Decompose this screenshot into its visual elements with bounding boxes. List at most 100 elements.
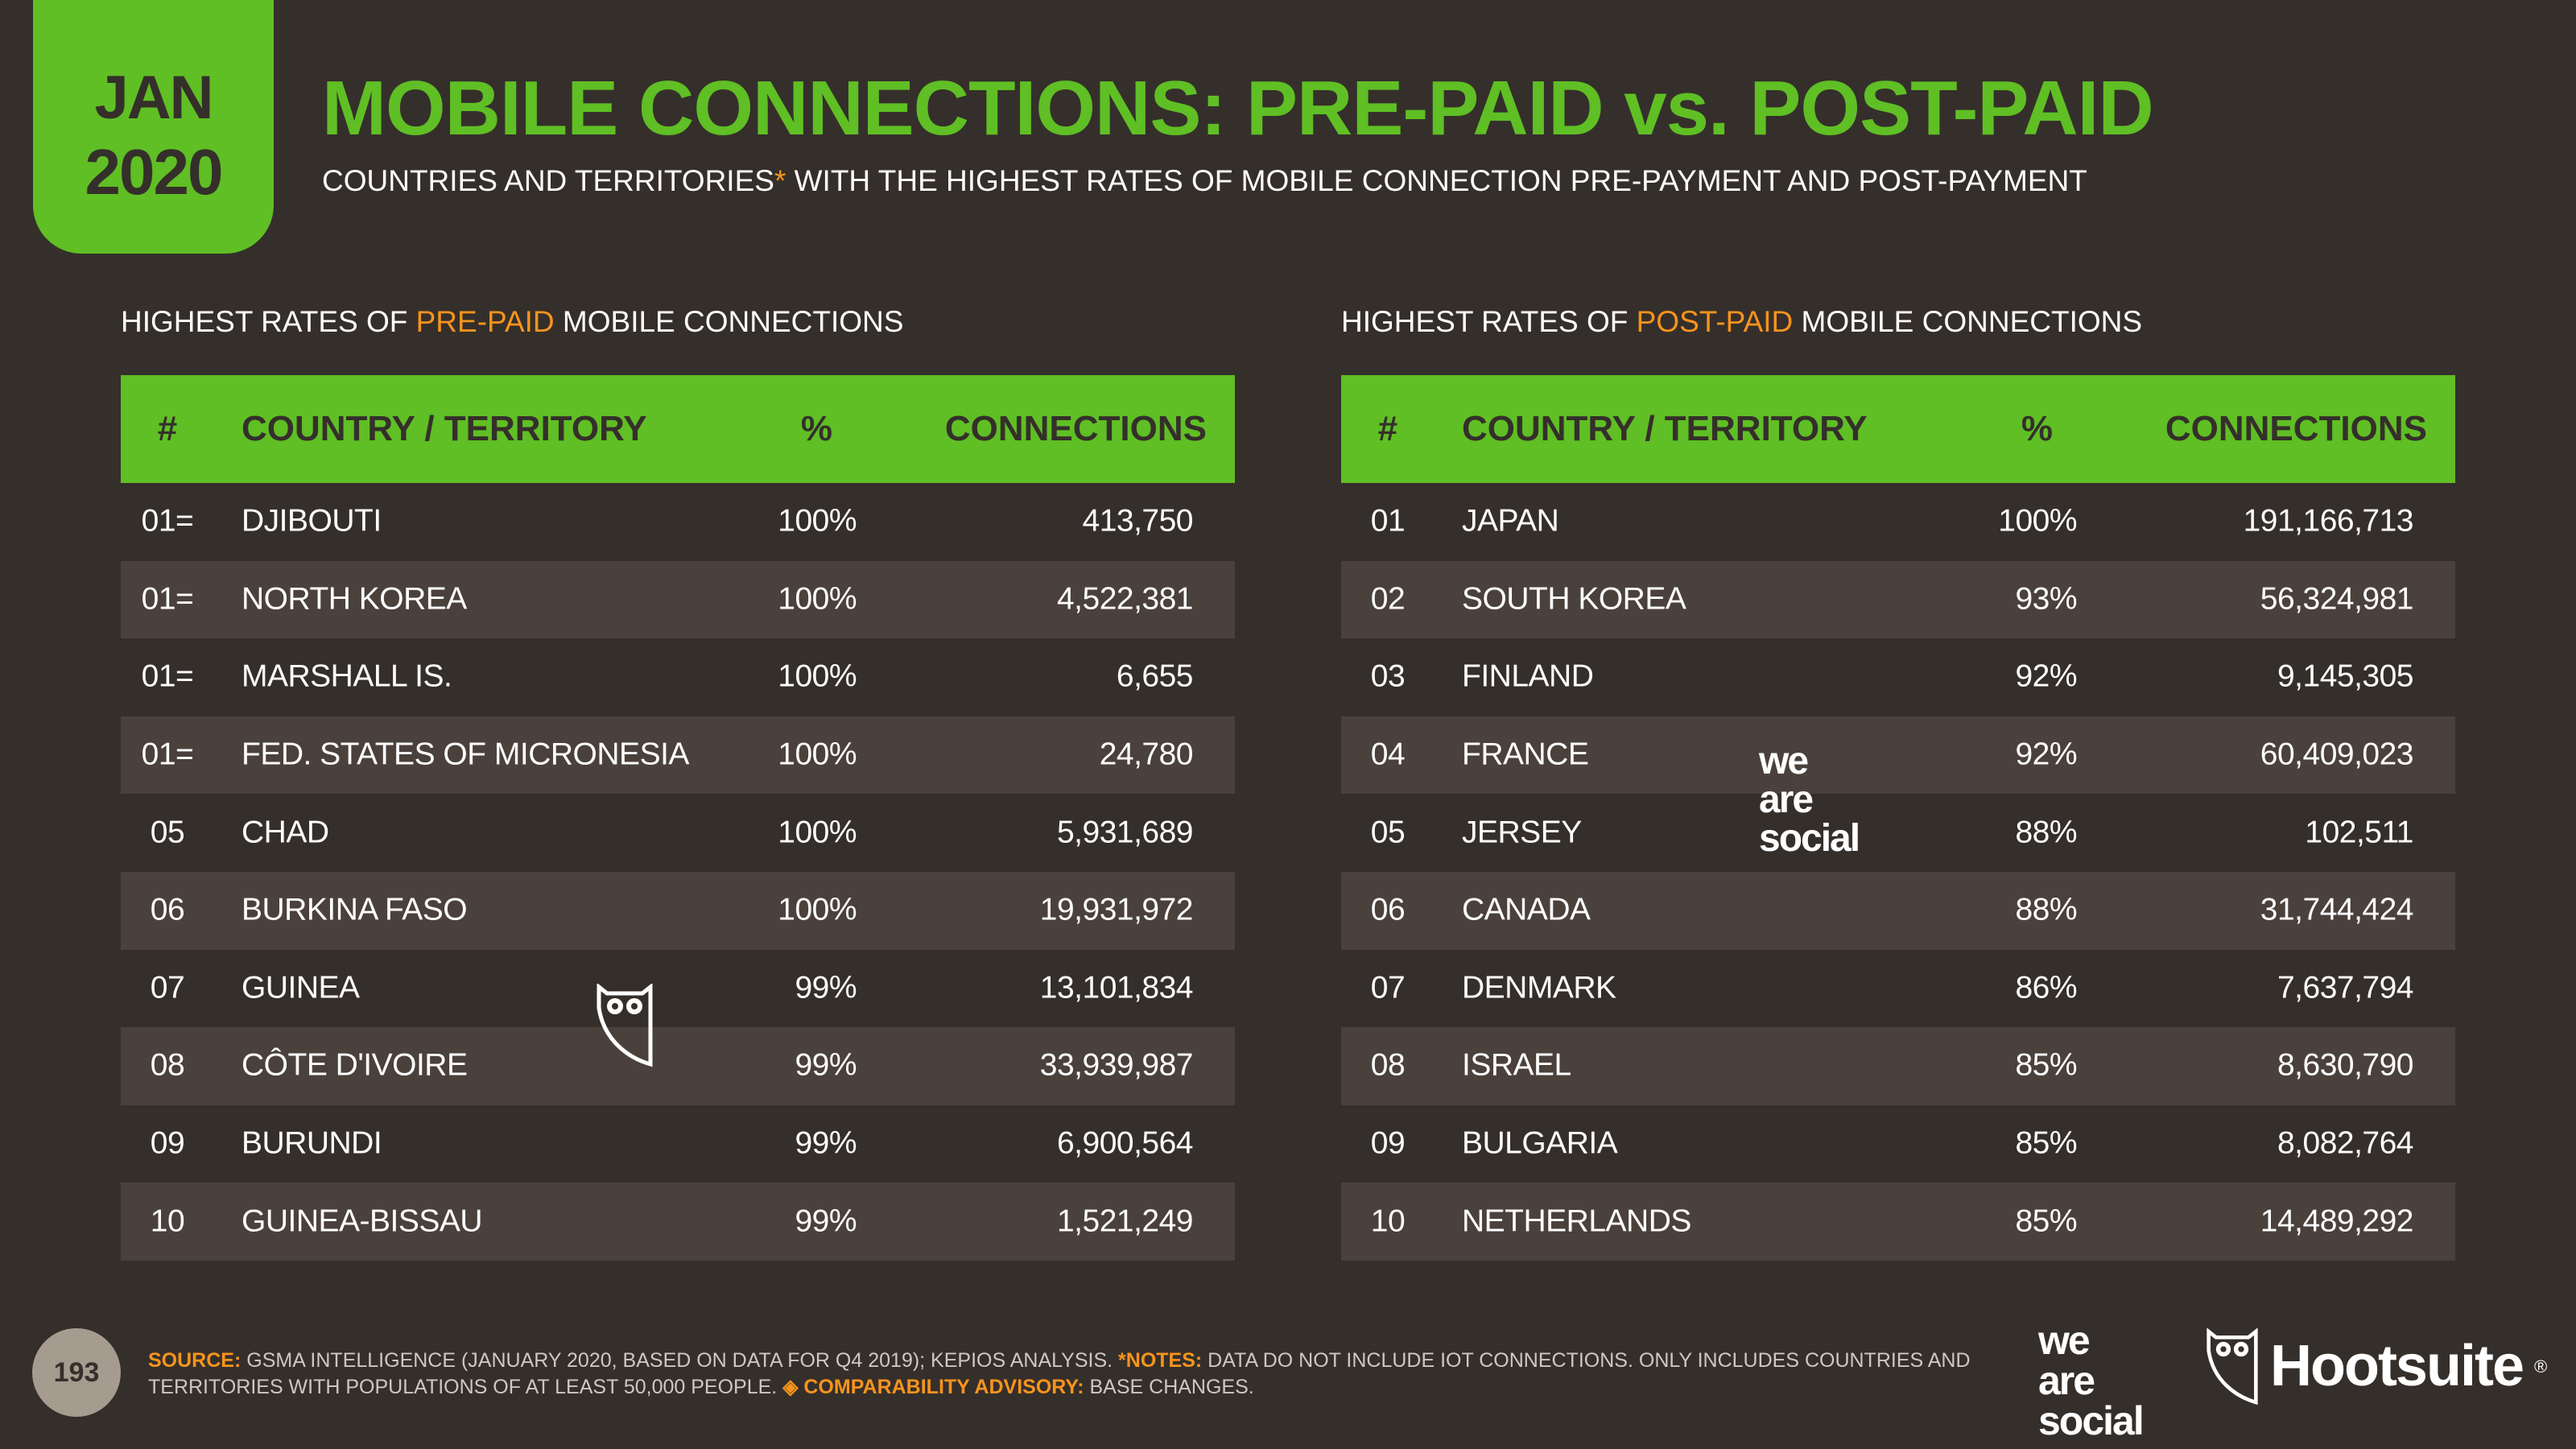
cell-percentage: 85% [2015, 1203, 2077, 1239]
heading-pre: HIGHEST RATES OF [1341, 305, 1637, 338]
date-tab: JAN 2020 [33, 0, 274, 254]
cell-percentage: 100% [778, 737, 857, 772]
cell-connections: 60,409,023 [2260, 737, 2414, 772]
cell-rank: 01= [141, 581, 194, 617]
heading-highlight: PRE-PAID [415, 305, 555, 338]
cell-country: DENMARK [1462, 970, 1616, 1005]
cell-percentage: 92% [2015, 737, 2077, 772]
cell-country: CÔTE D'IVOIRE [242, 1048, 468, 1084]
advisory-label: ◈ COMPARABILITY ADVISORY: [782, 1376, 1084, 1398]
cell-country: GUINEA-BISSAU [242, 1203, 483, 1239]
cell-percentage: 100% [778, 815, 857, 850]
table-row: 08 CÔTE D'IVOIRE 99% 33,939,987 [121, 1027, 1235, 1105]
cell-connections: 4,522,381 [1056, 581, 1194, 617]
table-row: 06 BURKINA FASO 100% 19,931,972 [121, 871, 1235, 950]
cell-rank: 06 [150, 892, 185, 927]
table-row: 07 GUINEA 99% 13,101,834 [121, 950, 1235, 1028]
cell-country: NORTH KOREA [242, 581, 467, 617]
cell-percentage: 99% [795, 1125, 857, 1161]
cell-country: JERSEY [1462, 815, 1582, 850]
cell-connections: 191,166,713 [2243, 503, 2414, 539]
table-row: 04 FRANCE 92% 60,409,023 [1341, 716, 2455, 795]
table-row: 01= FED. STATES OF MICRONESIA 100% 24,780 [121, 716, 1235, 795]
cell-connections: 413,750 [1082, 503, 1194, 539]
cell-country: CANADA [1462, 892, 1591, 927]
cell-country: BURUNDI [242, 1125, 382, 1161]
logo-word: social [1759, 817, 1860, 860]
cell-country: DJIBOUTI [242, 503, 382, 539]
cell-country: BURKINA FASO [242, 892, 468, 927]
postpaid-table: # COUNTRY / TERRITORY% CONNECTIONS 01 JAPAN 1… [1341, 375, 2455, 1261]
cell-connections: 7,637,794 [2277, 970, 2414, 1005]
cell-percentage: 99% [795, 970, 857, 1005]
logo-word: we [1759, 740, 1809, 782]
prepaid-table: # COUNTRY / TERRITORY% CONNECTIONS 01= DJIBO… [121, 375, 1235, 1261]
table-row: 08 ISRAEL 85% 8,630,790 [1341, 1027, 2455, 1105]
cell-country: FED. STATES OF MICRONESIA [242, 737, 689, 772]
cell-country: FRANCE [1462, 737, 1589, 772]
table-row: 01= DJIBOUTI 100% 413,750 [121, 483, 1235, 561]
cell-country: SOUTH KOREA [1462, 581, 1686, 617]
heading-highlight: POST-PAID [1636, 305, 1794, 338]
we-are-social-logo: we are social [2038, 1320, 2145, 1443]
advisory-text: BASE CHANGES. [1084, 1376, 1254, 1398]
cell-percentage: 88% [2015, 892, 2077, 927]
we-are-social-watermark: we are social [1759, 740, 1860, 860]
cell-connections: 6,900,564 [1056, 1125, 1194, 1161]
cell-percentage: 99% [795, 1203, 857, 1239]
cell-rank: 09 [150, 1125, 185, 1161]
cell-connections: 33,939,987 [1039, 1048, 1194, 1084]
cell-connections: 56,324,981 [2260, 581, 2414, 617]
cell-connections: 1,521,249 [1056, 1203, 1194, 1239]
cell-country: MARSHALL IS. [242, 659, 452, 695]
table-row: 05 JERSEY 88% 102,511 [1341, 794, 2455, 872]
cell-percentage: 100% [778, 503, 857, 539]
column-header-connections: CONNECTIONS [944, 408, 1207, 448]
cell-rank: 05 [150, 815, 185, 850]
cell-connections: 13,101,834 [1039, 970, 1194, 1005]
cell-percentage: 86% [2015, 970, 2077, 1005]
table-row: 03 FINLAND 92% 9,145,305 [1341, 638, 2455, 716]
cell-rank: 08 [150, 1048, 185, 1084]
table-header: # COUNTRY / TERRITORY% CONNECTIONS [1341, 375, 2455, 483]
cell-rank: 07 [1370, 970, 1406, 1005]
table-row: 10 GUINEA-BISSAU 99% 1,521,249 [121, 1183, 1235, 1261]
cell-percentage: 85% [2015, 1125, 2077, 1161]
table-row: 02 SOUTH KOREA 93% 56,324,981 [1341, 560, 2455, 639]
column-header-country: COUNTRY / TERRITORY [1462, 408, 1868, 448]
cell-rank: 10 [1370, 1203, 1406, 1239]
table-row: 09 BULGARIA 85% 8,082,764 [1341, 1105, 2455, 1183]
table-row: 06 CANADA 88% 31,744,424 [1341, 871, 2455, 950]
table-row: 10 NETHERLANDS 85% 14,489,292 [1341, 1183, 2455, 1261]
cell-connections: 102,511 [2305, 815, 2413, 850]
cell-rank: 05 [1370, 815, 1406, 850]
subtitle-text: COUNTRIES AND TERRITORIES [322, 164, 774, 197]
table-header: # COUNTRY / TERRITORY% CONNECTIONS [121, 375, 1235, 483]
logo-word: are [2038, 1358, 2095, 1403]
cell-rank: 03 [1370, 659, 1406, 695]
cell-percentage: 100% [1998, 503, 2077, 539]
column-header-connections: CONNECTIONS [2165, 408, 2427, 448]
postpaid-heading: HIGHEST RATES OF POST-PAID MOBILE CONNEC… [1341, 305, 2142, 339]
table-row: 07 DENMARK 86% 7,637,794 [1341, 950, 2455, 1028]
subtitle-text-2: WITH THE HIGHEST RATES OF MOBILE CONNECT… [786, 164, 2087, 197]
cell-rank: 06 [1370, 892, 1406, 927]
cell-country: NETHERLANDS [1462, 1203, 1691, 1239]
source-label: SOURCE: [148, 1349, 242, 1372]
cell-percentage: 100% [778, 892, 857, 927]
logo-word: social [2038, 1398, 2145, 1443]
heading-pre: HIGHEST RATES OF [121, 305, 416, 338]
logo-word: are [1759, 778, 1814, 821]
cell-country: BULGARIA [1462, 1125, 1618, 1161]
table-row: 05 CHAD 100% 5,931,689 [121, 794, 1235, 872]
source-text: GSMA INTELLIGENCE (JANUARY 2020, BASED O… [241, 1349, 1119, 1372]
table-row: 09 BURUNDI 99% 6,900,564 [121, 1105, 1235, 1183]
cell-percentage: 99% [795, 1048, 857, 1084]
cell-percentage: 88% [2015, 815, 2077, 850]
cell-connections: 19,931,972 [1039, 892, 1194, 927]
cell-country: JAPAN [1462, 503, 1559, 539]
cell-country: CHAD [242, 815, 329, 850]
cell-country: ISRAEL [1462, 1048, 1571, 1084]
hootsuite-owl-icon [2207, 1328, 2258, 1406]
cell-rank: 01= [141, 503, 194, 539]
